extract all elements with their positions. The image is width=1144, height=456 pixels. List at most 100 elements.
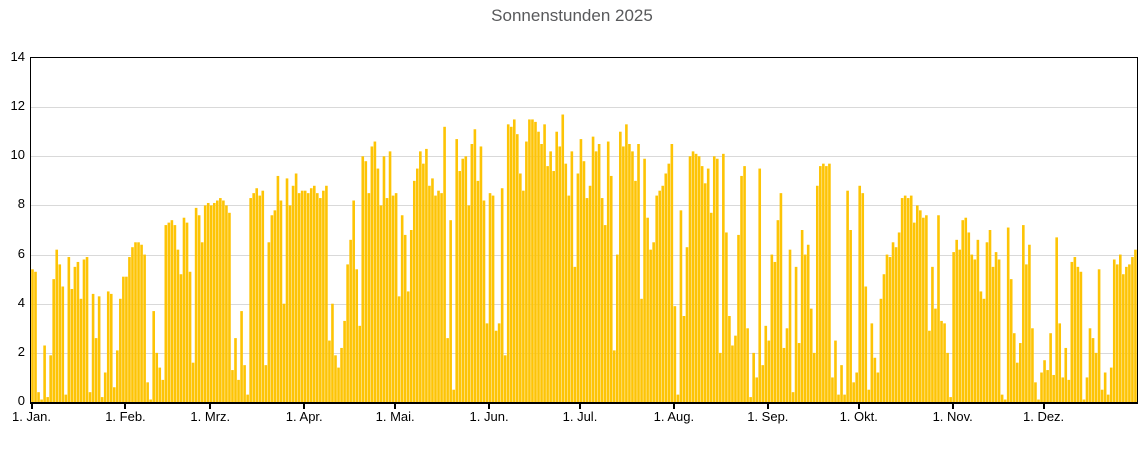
- x-axis-tick: [857, 404, 860, 409]
- x-axis-tick-label: 1. Feb.: [105, 409, 146, 424]
- bar: [146, 382, 149, 402]
- bar: [1106, 394, 1110, 402]
- bar: [1055, 237, 1058, 402]
- bar: [664, 173, 668, 402]
- bar: [1052, 374, 1055, 402]
- bar: [649, 249, 652, 402]
- bar: [1134, 249, 1137, 402]
- bar: [973, 259, 977, 402]
- bar: [364, 161, 368, 402]
- bar: [976, 239, 980, 402]
- bar: [152, 311, 155, 402]
- bar: [697, 156, 701, 402]
- bar: [1082, 399, 1086, 402]
- x-axis-tick-label: 1. Jan.: [12, 409, 52, 424]
- bar: [1094, 352, 1098, 402]
- bar: [570, 151, 574, 402]
- bar: [1112, 259, 1116, 402]
- bar: [382, 156, 386, 402]
- bar: [940, 320, 943, 402]
- bar: [1067, 379, 1071, 402]
- bar: [537, 131, 540, 402]
- bar: [931, 266, 934, 402]
- bar: [919, 210, 922, 402]
- y-axis-tick-label: 10: [10, 147, 25, 163]
- bar: [767, 340, 771, 402]
- bar: [125, 276, 128, 402]
- bar: [785, 328, 789, 402]
- y-axis-tick-label: 4: [17, 294, 25, 310]
- bar: [197, 215, 201, 402]
- bar: [603, 225, 607, 402]
- bar: [937, 215, 940, 402]
- bar: [640, 298, 643, 402]
- bar: [70, 288, 74, 402]
- bar: [558, 146, 562, 402]
- bar: [194, 207, 198, 402]
- bar: [1079, 271, 1083, 402]
- bar: [1025, 264, 1028, 402]
- bar: [661, 185, 665, 402]
- bar: [106, 291, 110, 402]
- bar: [1103, 372, 1107, 402]
- bar: [982, 298, 986, 402]
- bar: [367, 193, 371, 402]
- bar: [567, 195, 571, 402]
- bar: [691, 151, 695, 402]
- bar: [985, 242, 989, 402]
- bar: [255, 188, 259, 402]
- bar: [882, 274, 886, 402]
- bar: [55, 249, 59, 402]
- bar: [1109, 367, 1113, 402]
- bar: [352, 200, 355, 402]
- bar: [831, 377, 834, 402]
- bar: [370, 146, 374, 402]
- bar: [322, 190, 325, 402]
- bar: [788, 249, 792, 402]
- bar: [346, 264, 349, 402]
- bar: [522, 190, 525, 402]
- bar: [858, 185, 862, 402]
- bar: [428, 185, 431, 402]
- bar: [409, 230, 413, 402]
- bar: [594, 151, 598, 402]
- bar: [237, 379, 240, 402]
- bar: [406, 291, 410, 402]
- bar: [422, 163, 425, 402]
- bar: [94, 338, 98, 402]
- bar: [100, 397, 104, 402]
- bar: [909, 195, 913, 402]
- bar: [840, 365, 843, 402]
- x-axis-tick: [303, 404, 306, 409]
- bar: [676, 394, 680, 402]
- bar: [849, 230, 852, 402]
- bar: [822, 163, 825, 402]
- bar: [482, 200, 486, 402]
- bar: [43, 345, 46, 402]
- bar: [1015, 362, 1019, 402]
- chart-title: Sonnenstunden 2025: [491, 6, 653, 25]
- bar: [88, 392, 92, 402]
- bar: [752, 352, 755, 402]
- sunshine-bars: [31, 114, 1137, 402]
- bar: [334, 355, 337, 402]
- bar: [1043, 360, 1046, 402]
- bar: [764, 325, 768, 402]
- bar: [891, 242, 895, 402]
- bar: [243, 365, 246, 402]
- bar: [1031, 328, 1034, 402]
- bar: [812, 352, 816, 402]
- bar: [534, 121, 537, 402]
- bar: [500, 188, 504, 402]
- bar: [634, 180, 637, 402]
- bar: [576, 173, 580, 402]
- bar: [609, 175, 613, 402]
- bar: [170, 220, 174, 402]
- bar: [579, 139, 583, 402]
- x-axis-tick-label: 1. Aug.: [653, 409, 695, 424]
- bar: [173, 225, 177, 402]
- bar: [903, 195, 907, 402]
- bar: [467, 205, 471, 402]
- bar: [934, 308, 937, 402]
